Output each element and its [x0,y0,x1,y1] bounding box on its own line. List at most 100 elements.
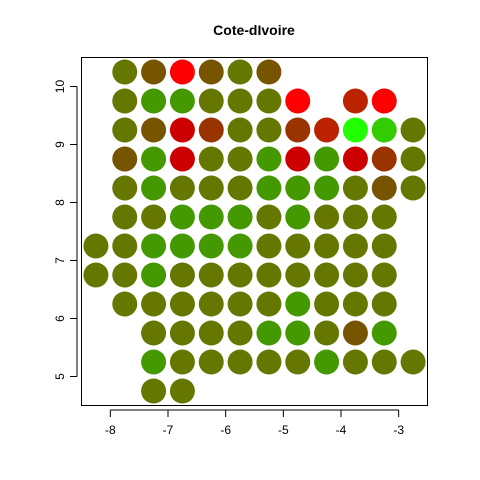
x-axis: -8 -7 -6 -5 -4 -3 [105,409,404,437]
data-point [342,88,368,114]
data-point [227,262,253,288]
data-point [256,262,282,288]
x-tick-label: -5 [278,423,289,437]
data-point [256,349,282,375]
data-point [141,378,167,404]
data-point [256,175,282,201]
data-point [314,349,340,375]
data-point [169,88,195,114]
data-point [141,262,167,288]
data-point [198,146,224,172]
data-point [400,349,426,375]
data-point [371,233,397,259]
data-point [198,204,224,230]
data-point [342,291,368,317]
data-point [227,59,253,85]
data-point [198,233,224,259]
data-point [314,320,340,346]
data-point [285,175,311,201]
data-point [371,262,397,288]
data-point [83,233,109,259]
data-point [141,349,167,375]
data-point [169,349,195,375]
x-tick-label: -7 [163,423,174,437]
data-point [371,204,397,230]
data-point [314,233,340,259]
data-point [112,291,138,317]
y-tick-label: 8 [53,199,67,206]
data-point [169,204,195,230]
data-point [198,262,224,288]
data-point [141,291,167,317]
data-point [256,146,282,172]
data-point [169,59,195,85]
data-point [198,88,224,114]
data-point [342,262,368,288]
data-point [256,320,282,346]
data-point [256,117,282,143]
y-tick-label: 5 [53,373,67,380]
data-point [285,117,311,143]
y-tick-label: 7 [53,257,67,264]
data-point [198,320,224,346]
data-point [227,204,253,230]
data-point [83,262,109,288]
y-tick-label: 6 [53,315,67,322]
data-point [141,233,167,259]
data-point [227,117,253,143]
x-tick-label: -8 [105,423,116,437]
data-point [285,349,311,375]
data-point [198,117,224,143]
data-point [342,349,368,375]
data-point [169,291,195,317]
data-point [342,175,368,201]
data-point [400,146,426,172]
data-point [227,320,253,346]
data-point [169,262,195,288]
data-point [198,291,224,317]
data-point [371,175,397,201]
x-tick-label: -6 [220,423,231,437]
data-point [285,204,311,230]
data-point [371,349,397,375]
chart-title: Cote-dIvoire [213,22,295,38]
data-point [112,204,138,230]
data-point [342,204,368,230]
data-point [314,117,340,143]
data-point [342,320,368,346]
data-point [141,59,167,85]
data-point [169,320,195,346]
data-point [169,117,195,143]
data-point [112,59,138,85]
data-point [400,175,426,201]
data-point [141,88,167,114]
data-point [141,204,167,230]
data-point [285,88,311,114]
y-tick-label: 10 [53,80,67,94]
data-point [198,175,224,201]
data-point [112,175,138,201]
data-point [256,204,282,230]
data-point [314,204,340,230]
data-point [112,117,138,143]
data-point [342,117,368,143]
data-point [112,233,138,259]
data-point [256,88,282,114]
data-point [227,175,253,201]
x-tick-label: -4 [336,423,347,437]
data-point [227,349,253,375]
data-point [141,146,167,172]
data-point [285,233,311,259]
data-point [285,320,311,346]
points-layer [83,59,426,404]
data-point [342,146,368,172]
y-tick-label: 9 [53,141,67,148]
data-point [227,233,253,259]
data-point [314,262,340,288]
data-point [314,291,340,317]
data-point [256,291,282,317]
data-point [169,378,195,404]
data-point [112,88,138,114]
data-point [227,88,253,114]
